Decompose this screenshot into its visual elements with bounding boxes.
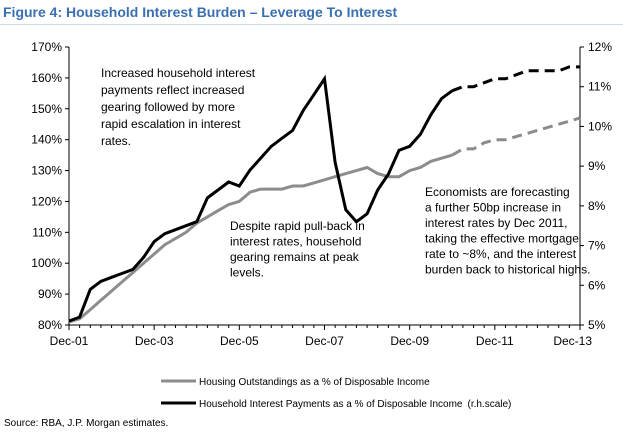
right-tick-label: 9% — [588, 159, 606, 173]
left-tick-label: 130% — [31, 164, 62, 178]
chart-title: Figure 4: Household Interest Burden – Le… — [3, 4, 398, 20]
annotation-line: burden back to historical highs. — [425, 263, 590, 277]
right-tick-label: 11% — [588, 80, 611, 94]
title-divider — [0, 24, 623, 25]
left-tick-label: 170% — [31, 40, 62, 54]
left-tick-label: 150% — [31, 102, 62, 116]
annotation-line: rates. — [101, 134, 131, 148]
legend: Housing Outstandings as a % of Disposabl… — [161, 377, 511, 410]
right-tick-label: 10% — [588, 119, 612, 133]
x-tick-label: Dec-05 — [220, 334, 259, 348]
right-tick-label: 6% — [588, 278, 606, 292]
x-tick-label: Dec-13 — [553, 334, 592, 348]
annotation-line: a further 50bp increase in — [425, 201, 561, 215]
annotation-line: interest rates, household — [230, 235, 361, 249]
x-tick-label: Dec-01 — [50, 334, 89, 348]
left-tick-label: 90% — [38, 287, 62, 301]
x-tick-label: Dec-07 — [305, 334, 344, 348]
legend-label-interest-suffix: (r.h.scale) — [467, 399, 511, 410]
annotation-line: Economists are forecasting — [425, 185, 570, 199]
left-tick-label: 110% — [32, 225, 62, 239]
left-tick-label: 120% — [31, 194, 62, 208]
right-tick-label: 8% — [588, 199, 606, 213]
annotation-right: Economists are forecasting a further 50bp… — [425, 185, 590, 277]
annotation-line: taking the effective mortgage — [425, 232, 579, 246]
annotation-line: levels. — [230, 266, 264, 280]
left-tick-label: 100% — [31, 256, 62, 270]
annotation-line: rate to ~8%, and the interest — [425, 247, 577, 261]
source-note: Source: RBA, J.P. Morgan estimates. — [4, 418, 169, 429]
series-line-housing-forecast — [451, 116, 581, 157]
legend-label-interest: Household Interest Payments as a % of Di… — [199, 399, 511, 410]
annotation-line: rapid escalation in interest — [101, 117, 241, 131]
x-tick-label: Dec-03 — [135, 334, 174, 348]
right-tick-label: 5% — [588, 318, 606, 332]
legend-label-housing: Housing Outstandings as a % of Disposabl… — [199, 377, 430, 388]
x-tick-label: Dec-09 — [390, 334, 429, 348]
series-line-interest-forecast — [451, 65, 580, 93]
annotation-top-left: Increased household interest payments ref… — [101, 66, 256, 148]
annotation-line: interest rates by Dec 2011, — [425, 216, 568, 230]
annotation-line: gearing followed by more — [101, 100, 235, 114]
annotation-line: gearing remains at peak — [230, 250, 360, 264]
left-tick-label: 140% — [31, 133, 62, 147]
left-tick-label: 80% — [38, 318, 62, 332]
series-line-interest — [68, 74, 454, 323]
x-tick-label: Dec-11 — [476, 334, 514, 348]
legend-label-interest-name: Household Interest Payments as a % of Di… — [199, 399, 463, 410]
right-tick-label: 12% — [588, 40, 612, 54]
left-tick-label: 160% — [31, 71, 62, 85]
annotation-line: payments reflect increased — [101, 83, 244, 97]
annotation-line: Increased household interest — [101, 66, 256, 80]
annotation-line: Despite rapid pull-back in — [230, 219, 365, 233]
right-tick-label: 7% — [588, 239, 606, 253]
annotation-middle: Despite rapid pull-back in interest rates… — [230, 219, 365, 280]
